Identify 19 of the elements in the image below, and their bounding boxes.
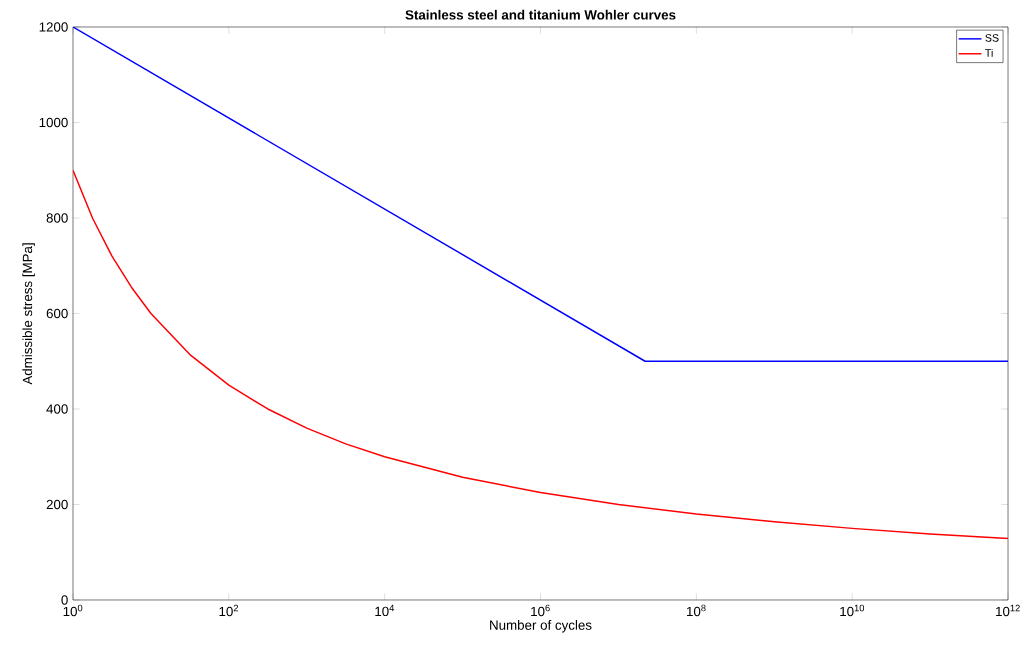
- legend-label: Ti: [985, 48, 993, 57]
- y-tick-label: 1200: [39, 22, 68, 32]
- x-axis-title: Number of cycles: [490, 620, 592, 633]
- y-tick-label: 600: [46, 308, 68, 319]
- x-tick-label: 10$^{12}$: [996, 604, 1020, 617]
- y-axis-title: Admissible stress [MPa]: [22, 243, 35, 385]
- y-tick-label: 200: [46, 499, 68, 510]
- x-tick-label: 10$^{2}$: [219, 604, 239, 617]
- legend-label: SS: [985, 34, 999, 42]
- x-tick-label: 10$^{0}$: [63, 604, 83, 617]
- y-tick-label: 800: [46, 213, 68, 223]
- x-tick-label: 10$^{6}$: [531, 604, 550, 617]
- y-tick-label: 0: [61, 595, 68, 605]
- x-tick-label: 10$^{4}$: [375, 604, 395, 617]
- chart-title: Stainless steel and titanium Wohler curves: [405, 9, 676, 20]
- x-tick-label: 10$^{10}$: [840, 604, 865, 617]
- y-tick-label: 400: [46, 404, 68, 414]
- x-tick-label: 10$^{8}$: [687, 604, 706, 617]
- y-tick-label: 1000: [39, 117, 68, 128]
